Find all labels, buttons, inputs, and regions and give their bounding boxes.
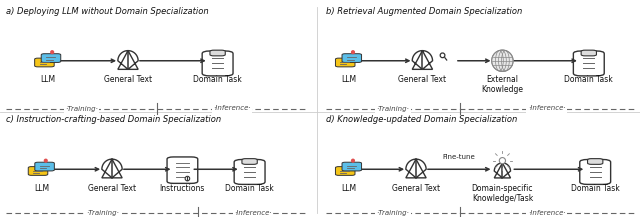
- Text: a) Deploying LLM without Domain Specialization: a) Deploying LLM without Domain Speciali…: [6, 7, 209, 15]
- Text: ·Training·: ·Training·: [65, 105, 98, 112]
- Ellipse shape: [351, 159, 355, 163]
- Ellipse shape: [50, 50, 54, 54]
- Text: ·Inference·: ·Inference·: [528, 105, 565, 112]
- Text: Domain Task: Domain Task: [571, 184, 620, 192]
- Text: General Text: General Text: [104, 75, 152, 84]
- Text: c) Instruction-crafting-based Domain Specialization: c) Instruction-crafting-based Domain Spe…: [6, 115, 221, 124]
- FancyBboxPatch shape: [210, 50, 225, 56]
- FancyBboxPatch shape: [234, 159, 265, 184]
- Text: Domain-specific
Knowledge/Task: Domain-specific Knowledge/Task: [472, 184, 533, 203]
- FancyBboxPatch shape: [581, 50, 596, 56]
- Ellipse shape: [492, 50, 513, 72]
- Text: b) Retrieval Augmented Domain Specialization: b) Retrieval Augmented Domain Specializa…: [326, 7, 523, 15]
- Polygon shape: [422, 51, 433, 69]
- Polygon shape: [494, 163, 502, 178]
- Text: ·Training·: ·Training·: [376, 210, 410, 216]
- Text: Fine-tune: Fine-tune: [443, 154, 476, 160]
- FancyBboxPatch shape: [167, 157, 198, 183]
- Text: d) Knowledge-updated Domain Specialization: d) Knowledge-updated Domain Specializati…: [326, 115, 518, 124]
- Ellipse shape: [499, 158, 506, 164]
- Ellipse shape: [44, 159, 48, 163]
- Polygon shape: [416, 159, 426, 178]
- Text: Instructions: Instructions: [160, 184, 205, 192]
- Polygon shape: [112, 159, 122, 178]
- FancyBboxPatch shape: [35, 58, 54, 67]
- Polygon shape: [102, 159, 112, 178]
- Text: General Text: General Text: [398, 75, 447, 84]
- Text: Domain Task: Domain Task: [193, 75, 242, 84]
- FancyBboxPatch shape: [35, 162, 54, 171]
- Text: Domain Task: Domain Task: [225, 184, 274, 192]
- FancyBboxPatch shape: [342, 162, 362, 171]
- Polygon shape: [502, 163, 511, 178]
- Text: General Text: General Text: [88, 184, 136, 192]
- FancyBboxPatch shape: [573, 51, 604, 76]
- FancyBboxPatch shape: [335, 58, 355, 67]
- Polygon shape: [128, 51, 138, 69]
- FancyBboxPatch shape: [580, 159, 611, 184]
- Polygon shape: [406, 159, 416, 178]
- FancyBboxPatch shape: [588, 159, 603, 164]
- Text: ·Training·: ·Training·: [86, 210, 119, 216]
- Text: General Text: General Text: [392, 184, 440, 192]
- Text: LLM: LLM: [341, 75, 356, 84]
- FancyBboxPatch shape: [41, 54, 61, 62]
- Polygon shape: [118, 51, 128, 69]
- FancyBboxPatch shape: [342, 54, 362, 62]
- FancyBboxPatch shape: [335, 167, 355, 175]
- Text: LLM: LLM: [40, 75, 56, 84]
- Text: ·Inference·: ·Inference·: [528, 210, 565, 216]
- Text: ·Inference·: ·Inference·: [213, 105, 251, 112]
- Text: External
Knowledge: External Knowledge: [481, 75, 524, 94]
- Text: ·Training·: ·Training·: [376, 105, 410, 112]
- Text: Domain Task: Domain Task: [564, 75, 613, 84]
- FancyBboxPatch shape: [202, 51, 233, 76]
- Polygon shape: [412, 51, 422, 69]
- FancyBboxPatch shape: [242, 159, 257, 164]
- Ellipse shape: [351, 50, 355, 54]
- Text: ·Inference·: ·Inference·: [234, 210, 271, 216]
- Text: LLM: LLM: [34, 184, 49, 192]
- Text: LLM: LLM: [341, 184, 356, 192]
- Ellipse shape: [185, 176, 189, 181]
- FancyBboxPatch shape: [28, 167, 48, 175]
